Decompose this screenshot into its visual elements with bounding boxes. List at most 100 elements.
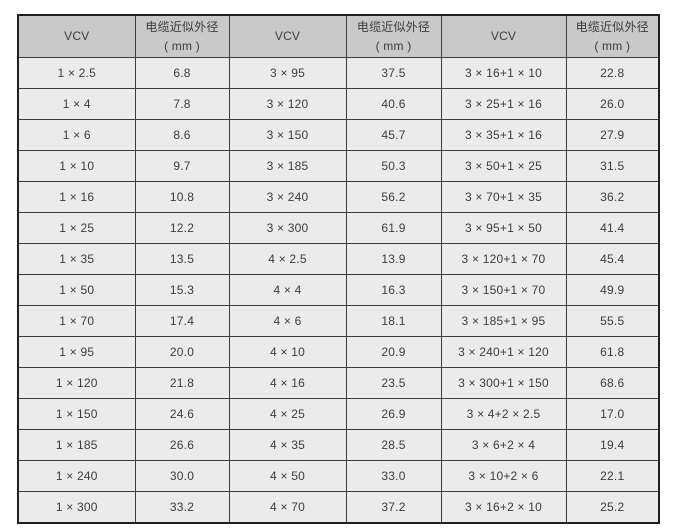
table-cell: 16.3	[345, 274, 442, 306]
table-cell: 28.5	[345, 429, 442, 461]
table-cell: 56.2	[345, 181, 442, 213]
table-cell: 12.2	[134, 212, 230, 244]
table-cell: 40.6	[345, 88, 442, 120]
table-cell: 1 × 95	[17, 336, 136, 368]
table-cell: 31.5	[565, 150, 660, 182]
table-cell: 4 × 50	[228, 460, 347, 492]
table-cell: 61.9	[345, 212, 442, 244]
table-row: 1 × 2.5 6.8 3 × 95 37.5 3 × 16+1 × 10 22.8	[17, 57, 660, 89]
table-cell: 3 × 95	[228, 57, 347, 89]
table-cell: 1 × 50	[17, 274, 136, 306]
header-row: VCV 电缆近似外径 ( mm ) VCV 电缆近似外径 ( mm ) VCV …	[17, 14, 660, 58]
table-cell: 50.3	[345, 150, 442, 182]
table-cell: 6.8	[134, 57, 230, 89]
col-header-od-1-line1: 电缆近似外径	[145, 19, 219, 34]
table-cell: 1 × 185	[17, 429, 136, 461]
table-cell: 21.8	[134, 367, 230, 399]
table-row: 1 × 95 20.0 4 × 10 20.9 3 × 240+1 × 120 61.8	[17, 336, 660, 368]
table-row: 1 × 35 13.5 4 × 2.5 13.9 3 × 120+1 × 70 45.4	[17, 243, 660, 275]
table-cell: 3 × 35+1 × 16	[440, 119, 567, 151]
table-cell: 8.6	[134, 119, 230, 151]
table-row: 1 × 70 17.4 4 × 6 18.1 3 × 185+1 × 95 55.5	[17, 305, 660, 337]
table-row: 1 × 185 26.6 4 × 35 28.5 3 × 6+2 × 4 19.4	[17, 429, 660, 461]
table-cell: 10.8	[134, 181, 230, 213]
table-cell: 1 × 240	[17, 460, 136, 492]
table-cell: 26.0	[565, 88, 660, 120]
table-cell: 17.4	[134, 305, 230, 337]
table-cell: 4 × 4	[228, 274, 347, 306]
table-cell: 49.9	[565, 274, 660, 306]
table-cell: 4 × 70	[228, 491, 347, 524]
table-cell: 3 × 240+1 × 120	[440, 336, 567, 368]
table-row: 1 × 50 15.3 4 × 4 16.3 3 × 150+1 × 70 49.9	[17, 274, 660, 306]
table-cell: 3 × 4+2 × 2.5	[440, 398, 567, 430]
table-cell: 45.7	[345, 119, 442, 151]
table-row: 1 × 120 21.8 4 × 16 23.5 3 × 300+1 × 150 68.6	[17, 367, 660, 399]
table-cell: 1 × 4	[17, 88, 136, 120]
table-cell: 4 × 6	[228, 305, 347, 337]
table-cell: 3 × 10+2 × 6	[440, 460, 567, 492]
table-cell: 3 × 240	[228, 181, 347, 213]
table-cell: 3 × 25+1 × 16	[440, 88, 567, 120]
table-cell: 61.8	[565, 336, 660, 368]
table-cell: 13.5	[134, 243, 230, 275]
col-header-od-2-line2: ( mm )	[375, 38, 412, 53]
col-header-vcv-3: VCV	[440, 14, 567, 58]
table-cell: 3 × 50+1 × 25	[440, 150, 567, 182]
table-cell: 7.8	[134, 88, 230, 120]
table-cell: 1 × 16	[17, 181, 136, 213]
table-cell: 13.9	[345, 243, 442, 275]
table-row: 1 × 300 33.2 4 × 70 37.2 3 × 16+2 × 10 25.2	[17, 491, 660, 524]
table-cell: 36.2	[565, 181, 660, 213]
col-header-vcv-2: VCV	[228, 14, 347, 58]
table-cell: 3 × 300	[228, 212, 347, 244]
table-cell: 55.5	[565, 305, 660, 337]
col-header-od-2: 电缆近似外径 ( mm )	[345, 14, 442, 58]
table-cell: 15.3	[134, 274, 230, 306]
table-cell: 4 × 25	[228, 398, 347, 430]
table-cell: 26.6	[134, 429, 230, 461]
table-row: 1 × 150 24.6 4 × 25 26.9 3 × 4+2 × 2.5 17.0	[17, 398, 660, 430]
table-cell: 3 × 185	[228, 150, 347, 182]
table-row: 1 × 240 30.0 4 × 50 33.0 3 × 10+2 × 6 22.1	[17, 460, 660, 492]
table-cell: 3 × 120+1 × 70	[440, 243, 567, 275]
table-cell: 9.7	[134, 150, 230, 182]
table-cell: 37.5	[345, 57, 442, 89]
table-cell: 17.0	[565, 398, 660, 430]
table-cell: 1 × 120	[17, 367, 136, 399]
table-cell: 37.2	[345, 491, 442, 524]
table-cell: 4 × 35	[228, 429, 347, 461]
table-cell: 22.1	[565, 460, 660, 492]
table-cell: 23.5	[345, 367, 442, 399]
table-cell: 1 × 70	[17, 305, 136, 337]
cable-od-table: VCV 电缆近似外径 ( mm ) VCV 电缆近似外径 ( mm ) VCV …	[17, 14, 660, 524]
table-cell: 33.0	[345, 460, 442, 492]
table-cell: 3 × 70+1 × 35	[440, 181, 567, 213]
table-cell: 19.4	[565, 429, 660, 461]
table-cell: 3 × 6+2 × 4	[440, 429, 567, 461]
table-cell: 3 × 95+1 × 50	[440, 212, 567, 244]
table-cell: 25.2	[565, 491, 660, 524]
col-header-od-1-line2: ( mm )	[164, 38, 200, 53]
table-cell: 4 × 16	[228, 367, 347, 399]
table-cell: 30.0	[134, 460, 230, 492]
col-header-od-3: 电缆近似外径 ( mm )	[565, 14, 660, 58]
table-cell: 3 × 150+1 × 70	[440, 274, 567, 306]
table-row: 1 × 16 10.8 3 × 240 56.2 3 × 70+1 × 35 36.2	[17, 181, 660, 213]
table-cell: 3 × 150	[228, 119, 347, 151]
table-cell: 3 × 16+2 × 10	[440, 491, 567, 524]
table-cell: 3 × 300+1 × 150	[440, 367, 567, 399]
table-cell: 3 × 16+1 × 10	[440, 57, 567, 89]
table-cell: 3 × 185+1 × 95	[440, 305, 567, 337]
table-cell: 18.1	[345, 305, 442, 337]
table-cell: 20.0	[134, 336, 230, 368]
col-header-od-2-line1: 电缆近似外径	[356, 19, 431, 34]
table-cell: 1 × 10	[17, 150, 136, 182]
table-cell: 1 × 25	[17, 212, 136, 244]
table-cell: 1 × 150	[17, 398, 136, 430]
table-container: VCV 电缆近似外径 ( mm ) VCV 电缆近似外径 ( mm ) VCV …	[17, 14, 660, 524]
table-cell: 22.8	[565, 57, 660, 89]
table-cell: 41.4	[565, 212, 660, 244]
table-cell: 4 × 2.5	[228, 243, 347, 275]
col-header-vcv-1: VCV	[17, 14, 136, 58]
